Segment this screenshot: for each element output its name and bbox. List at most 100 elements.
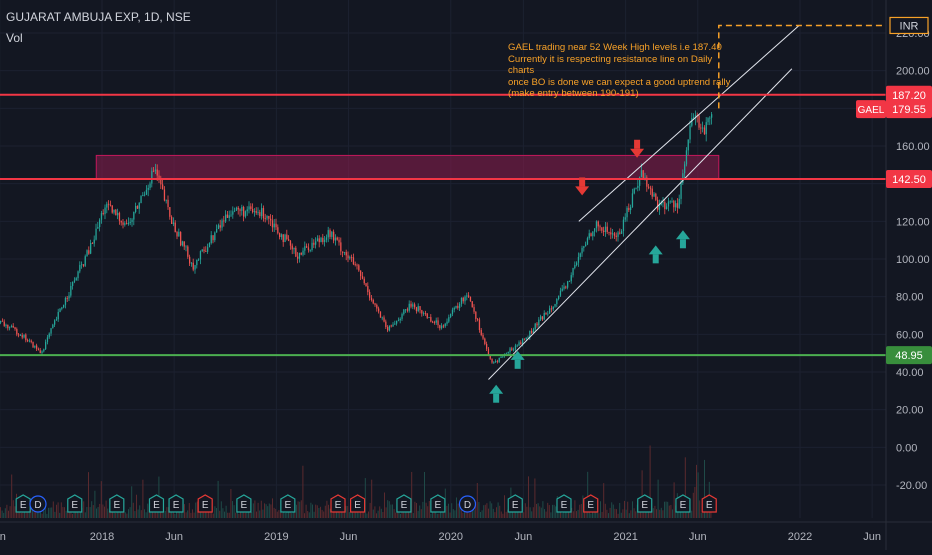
candle-body bbox=[396, 320, 398, 324]
volume-bar bbox=[667, 501, 669, 518]
volume-bar bbox=[80, 509, 81, 518]
volume-bar bbox=[563, 508, 565, 518]
candle-body bbox=[302, 250, 304, 255]
volume-bar bbox=[233, 505, 235, 518]
volume-bar bbox=[324, 505, 326, 518]
candle-body bbox=[376, 304, 378, 309]
candle-body bbox=[90, 243, 92, 254]
symbol-title: GUJARAT AMBUJA EXP, 1D, NSE bbox=[6, 10, 191, 24]
note-line: Currently it is respecting resistance li… bbox=[508, 53, 713, 77]
volume-bar bbox=[544, 509, 545, 518]
candle-body bbox=[284, 234, 286, 243]
marker-letter: E bbox=[706, 500, 713, 511]
currency-tag-label: INR bbox=[900, 20, 919, 32]
candle-body bbox=[257, 212, 259, 213]
candle-body bbox=[127, 222, 130, 225]
volume-bar bbox=[209, 508, 211, 518]
volume-bar bbox=[299, 501, 301, 518]
candle-body bbox=[100, 213, 103, 220]
volume-bar bbox=[606, 509, 608, 518]
volume-bar bbox=[43, 510, 45, 518]
marker-shape bbox=[637, 494, 653, 513]
candle-body bbox=[262, 208, 265, 219]
candle-body bbox=[576, 262, 578, 266]
volume-bar bbox=[163, 510, 165, 518]
candle-body bbox=[241, 206, 243, 211]
volume-bar bbox=[27, 507, 29, 518]
candle-body bbox=[369, 292, 371, 298]
candle-body bbox=[392, 324, 394, 327]
arrow-head bbox=[489, 384, 504, 394]
candle-body bbox=[608, 231, 610, 233]
volume-bar bbox=[100, 481, 102, 518]
volume-bar bbox=[92, 505, 94, 518]
volume-bar bbox=[401, 510, 403, 518]
volume-bar bbox=[579, 504, 581, 518]
candle-body bbox=[385, 321, 387, 328]
candle-body bbox=[457, 305, 459, 308]
candle-body bbox=[279, 233, 281, 238]
candle-body bbox=[622, 219, 625, 232]
volume-bar bbox=[252, 503, 254, 518]
marker-shape bbox=[29, 495, 47, 513]
x-tick-label: un bbox=[0, 531, 6, 543]
candle-body bbox=[387, 327, 389, 331]
candle-body bbox=[500, 356, 502, 358]
candle-body bbox=[136, 206, 139, 209]
candle-body bbox=[410, 303, 412, 307]
y-tick-label: 200.00 bbox=[896, 66, 930, 78]
candle-body bbox=[430, 317, 432, 322]
candle-body bbox=[261, 208, 263, 217]
volume-bar bbox=[604, 503, 606, 518]
volume-bar bbox=[203, 512, 205, 518]
volume-bar bbox=[257, 502, 259, 518]
candle-body bbox=[46, 337, 49, 342]
y-tick-label: 160.00 bbox=[896, 141, 930, 153]
candle-body bbox=[271, 220, 274, 228]
x-tick-label: 2018 bbox=[90, 531, 114, 543]
note-line: GAEL trading near 52 Week High levels i.… bbox=[508, 42, 722, 53]
volume-bar bbox=[580, 503, 582, 518]
earnings-marker-icon: E bbox=[507, 494, 523, 513]
volume-bar bbox=[628, 513, 630, 518]
earnings-marker-icon: E bbox=[67, 494, 83, 513]
candle-body bbox=[111, 205, 113, 213]
volume-bar bbox=[390, 504, 392, 518]
candle-body bbox=[217, 225, 220, 230]
candle-body bbox=[338, 239, 340, 243]
volume-bar bbox=[659, 509, 661, 518]
volume-bar bbox=[273, 507, 275, 518]
candle-body bbox=[635, 187, 637, 189]
candle-body bbox=[372, 300, 374, 304]
candle-body bbox=[421, 310, 423, 314]
marker-shape bbox=[109, 494, 125, 513]
candle-body bbox=[471, 301, 473, 308]
volume-bar bbox=[33, 507, 35, 518]
candle-body bbox=[73, 280, 76, 282]
candle-body bbox=[444, 323, 446, 327]
volume-bar bbox=[449, 512, 451, 518]
candle-body bbox=[597, 221, 599, 227]
volume-bar bbox=[384, 492, 385, 518]
volume-bar bbox=[208, 507, 209, 518]
candle-body bbox=[30, 340, 32, 342]
candle-body bbox=[293, 247, 295, 250]
volume-bar bbox=[374, 506, 376, 518]
volume-bar bbox=[422, 501, 424, 518]
volume-bar bbox=[627, 501, 629, 518]
volume-bar bbox=[488, 508, 489, 518]
candle-body bbox=[496, 361, 499, 362]
candle-body bbox=[113, 209, 115, 213]
resistance-zone bbox=[95, 154, 720, 180]
volume-bar bbox=[499, 505, 501, 518]
volume-bar bbox=[472, 511, 473, 518]
candle-body bbox=[226, 214, 229, 218]
arrow-head bbox=[630, 148, 645, 158]
candle-body bbox=[581, 247, 583, 254]
candle-body bbox=[495, 361, 497, 363]
volume-bar bbox=[262, 509, 264, 518]
marker-shape bbox=[280, 494, 296, 513]
volume-bar bbox=[304, 513, 305, 518]
